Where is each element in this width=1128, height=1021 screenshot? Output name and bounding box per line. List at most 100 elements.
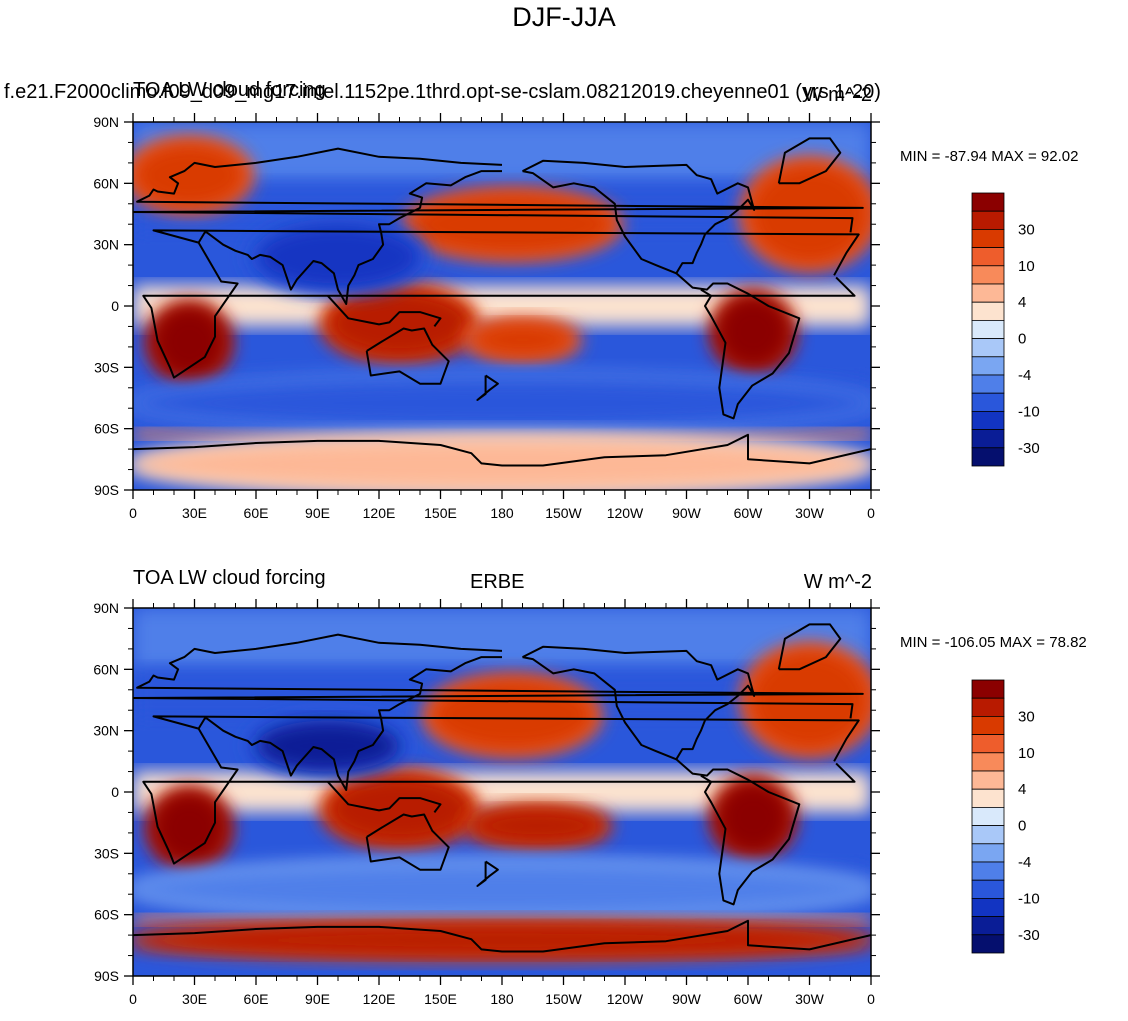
x-tick-label: 90E [305, 505, 330, 521]
colorbar-label: -10 [1018, 890, 1040, 907]
field-feature [409, 193, 615, 255]
colorbar-segment [971, 319, 1005, 339]
colorbar-label: -10 [1018, 403, 1040, 420]
coastline [777, 137, 842, 185]
y-tick-label: 30N [93, 237, 119, 253]
coastline [777, 623, 842, 671]
colorbar-segment [971, 283, 1005, 303]
colorbar-label: -4 [1018, 854, 1031, 871]
x-tick-label: 0 [867, 505, 875, 521]
field-feature [430, 679, 595, 752]
x-tick-label: 0 [129, 505, 137, 521]
y-tick-label: 0 [111, 298, 119, 314]
main-title: DJF-JJA [512, 2, 616, 32]
colorbar-segment [971, 356, 1005, 376]
colorbar-segment [971, 861, 1005, 881]
y-tick-label: 90N [93, 600, 119, 616]
colorbar-segment [971, 843, 1005, 863]
x-tick-label: 120W [607, 991, 644, 1007]
y-tick-label: 90N [93, 114, 119, 130]
colorbar-segment [971, 447, 1005, 467]
coastline [197, 656, 502, 791]
panel2-stats: MIN = -106.05 MAX = 78.82 [900, 634, 1087, 651]
coastline [675, 758, 801, 906]
x-tick-label: 60E [244, 991, 269, 1007]
coastline [133, 919, 871, 953]
panel2-center-title: ERBE [470, 571, 525, 593]
colorbar-label: -4 [1018, 367, 1031, 384]
panel2-units: W m^-2 [803, 571, 872, 593]
coastline [133, 633, 864, 719]
colorbar-segment [971, 228, 1005, 248]
colorbar-segment [971, 716, 1005, 736]
field-feature [327, 289, 472, 358]
field-feature [133, 142, 246, 208]
x-tick-label: 150W [545, 991, 582, 1007]
field-band [133, 122, 871, 184]
x-tick-label: 120W [607, 505, 644, 521]
field-feature [256, 224, 420, 290]
y-tick-label: 60S [94, 907, 119, 923]
colorbar-segment [971, 265, 1005, 285]
field-feature [133, 863, 871, 915]
colorbar-segment [971, 734, 1005, 754]
x-tick-label: 90W [672, 991, 702, 1007]
x-tick-label: 120E [363, 991, 396, 1007]
coastline [327, 295, 442, 328]
colorbar-segment [971, 825, 1005, 845]
coastline [142, 715, 860, 865]
y-tick-label: 0 [111, 784, 119, 800]
panel1-stats: MIN = -87.94 MAX = 92.02 [900, 148, 1079, 165]
x-tick-label: 150E [424, 991, 457, 1007]
colorbar-segment [971, 679, 1005, 699]
colorbar-label: -30 [1018, 440, 1040, 457]
x-tick-label: 0 [129, 991, 137, 1007]
x-tick-label: 60E [244, 505, 269, 521]
field-feature [133, 924, 871, 956]
coastline [133, 147, 864, 233]
coastline [675, 272, 801, 420]
colorbar-segment [971, 210, 1005, 230]
colorbar-segment [971, 934, 1005, 954]
x-tick-label: 30W [795, 505, 825, 521]
colorbar-segment [971, 916, 1005, 936]
x-tick-label: 60W [734, 505, 764, 521]
colorbar-segment [971, 788, 1005, 808]
colorbar-label: 30 [1018, 221, 1035, 238]
field-feature [153, 792, 226, 864]
colorbar-segment [971, 807, 1005, 827]
x-tick-label: 150W [545, 505, 582, 521]
x-tick-label: 150E [424, 505, 457, 521]
x-tick-label: 0 [867, 991, 875, 1007]
coastline [133, 433, 871, 467]
coastline [365, 327, 450, 385]
panel1-case-name: f.e21.F2000climo.f09_d09_mg17.intel.1152… [4, 81, 881, 103]
y-tick-label: 60N [93, 661, 119, 677]
coastline [522, 645, 756, 761]
field-feature [327, 775, 472, 844]
erbe-map-panel: 90N 60N 30N 0 30S 60S 90S 0 30E 60E 90E 120E 150E 180… [93, 599, 1040, 1007]
colorbar-segment [971, 192, 1005, 212]
colorbar-segment [971, 879, 1005, 899]
y-tick-label: 90S [94, 482, 119, 498]
x-tick-label: 30W [795, 991, 825, 1007]
field-feature [133, 377, 871, 429]
field-feature [133, 438, 871, 490]
coastline [476, 374, 499, 401]
field-feature [748, 648, 871, 752]
field-feature [717, 781, 789, 854]
colorbar: 30 10 4 0 -4 -10 -30 [971, 192, 1040, 467]
x-tick-label: 120E [363, 505, 396, 521]
colorbar-label: -30 [1018, 927, 1040, 944]
colorbar-label: 30 [1018, 708, 1035, 725]
colorbar-segment [971, 338, 1005, 358]
colorbar-segment [971, 410, 1005, 430]
field-feature [717, 295, 789, 368]
coastline [365, 813, 450, 871]
colorbar-label: 10 [1018, 258, 1035, 275]
y-tick-label: 30N [93, 723, 119, 739]
colorbar-segment [971, 301, 1005, 321]
colorbar-label: 0 [1018, 818, 1026, 835]
panel1-units: W m^-2 [803, 84, 872, 106]
x-tick-label: 90W [672, 505, 702, 521]
